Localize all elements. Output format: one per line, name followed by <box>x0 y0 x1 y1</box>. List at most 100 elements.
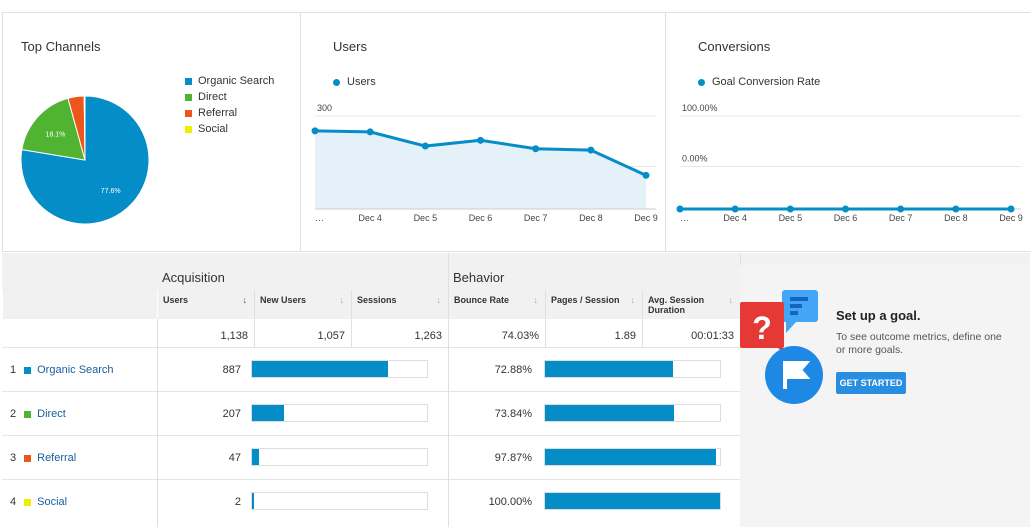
x-tick-label: Dec 7 <box>524 213 548 223</box>
pie-data-label: 18.1% <box>46 131 66 138</box>
data-point[interactable] <box>642 171 650 179</box>
row-label: 1 Organic Search <box>10 364 114 376</box>
users-value: 207 <box>222 408 241 420</box>
legend-label: Social <box>198 123 228 135</box>
sort-arrow-icon[interactable]: ↓ <box>630 295 636 305</box>
top-channels-title: Top Channels <box>21 39 101 54</box>
users-legend[interactable]: Users <box>333 76 376 88</box>
legend-dot <box>333 78 340 86</box>
goal-setup-panel: ? Set up a goal. To see outcome metrics,… <box>740 265 1030 527</box>
channel-swatch <box>24 366 32 374</box>
table-row: 2 Direct 207 73.84% <box>2 391 740 435</box>
conversions-legend[interactable]: Goal Conversion Rate <box>698 76 820 88</box>
col-label: New Users <box>260 295 307 305</box>
data-point[interactable] <box>421 142 429 150</box>
goal-title: Set up a goal. <box>836 308 921 323</box>
col-label: Pages / Session <box>551 295 620 305</box>
row-number: 2 <box>10 408 17 420</box>
legend-item-social[interactable]: Social <box>185 121 274 137</box>
sort-arrow-icon[interactable]: ↓ <box>728 295 734 305</box>
col-label: Avg. Session Duration <box>648 295 705 315</box>
data-point[interactable] <box>676 205 684 213</box>
bounce-bar-fill <box>545 449 717 465</box>
data-point[interactable] <box>532 145 540 153</box>
users-bar-fill <box>252 449 260 465</box>
channel-swatch <box>24 498 32 506</box>
data-point[interactable] <box>477 136 484 144</box>
total-bounce-rate: 74.03% <box>501 330 539 342</box>
sort-arrow-icon[interactable]: ↓ <box>533 295 539 305</box>
legend-item-organic[interactable]: Organic Search <box>185 73 274 89</box>
x-tick-label: Dec 8 <box>944 213 968 223</box>
bounce-value: 100.00% <box>488 496 532 508</box>
data-point[interactable] <box>366 128 374 136</box>
users-bar <box>251 404 428 422</box>
pie-slice-social[interactable] <box>83 95 86 161</box>
legend-swatch <box>185 109 192 117</box>
conversions-title: Conversions <box>698 39 771 54</box>
x-tick-label: Dec 6 <box>469 213 493 223</box>
pie-slice-direct[interactable] <box>21 97 86 161</box>
bounce-bar <box>544 448 721 466</box>
data-point[interactable] <box>786 205 794 213</box>
bounce-bar <box>544 404 721 422</box>
bounce-bar-fill <box>545 493 720 509</box>
data-point[interactable] <box>731 205 739 213</box>
legend-item-referral[interactable]: Referral <box>185 105 274 121</box>
bounce-value: 73.84% <box>494 408 532 420</box>
x-tick-label: Dec 4 <box>723 213 747 223</box>
col-new-users[interactable]: New Users ↓ <box>254 290 351 319</box>
goal-description: To see outcome metrics, define one or mo… <box>836 331 1002 356</box>
sort-arrow-icon[interactable]: ↓ <box>242 295 248 305</box>
legend-item-direct[interactable]: Direct <box>185 89 274 105</box>
legend-label: Referral <box>198 107 238 119</box>
get-started-button[interactable]: GET STARTED <box>836 372 906 394</box>
sort-arrow-icon[interactable]: ↓ <box>339 295 345 305</box>
divider <box>545 290 546 347</box>
legend-swatch <box>185 93 192 101</box>
data-point[interactable] <box>1007 205 1015 213</box>
col-users[interactable]: Users ↓ <box>157 290 254 319</box>
col-label: Bounce Rate <box>454 295 510 305</box>
col-pages-session[interactable]: Pages / Session ↓ <box>545 290 642 319</box>
channel-swatch <box>24 454 32 462</box>
question-bubble-icon <box>740 302 784 348</box>
data-point[interactable] <box>311 127 319 135</box>
col-label: Users <box>163 295 189 305</box>
data-point[interactable] <box>842 205 849 213</box>
section-behavior: Behavior <box>448 253 740 290</box>
table-row: 3 Referral 47 97.87% <box>2 435 740 479</box>
sort-arrow-icon[interactable]: ↓ <box>436 295 442 305</box>
col-bounce-rate[interactable]: Bounce Rate ↓ <box>448 290 545 319</box>
channel-link[interactable]: Social <box>37 496 68 508</box>
legend-label: Users <box>347 76 376 88</box>
divider <box>254 290 255 347</box>
y-tick-label: 300 <box>317 103 332 113</box>
col-dimension <box>2 290 157 319</box>
x-tick-label: Dec 9 <box>999 213 1023 223</box>
total-users: 1,138 <box>220 330 248 342</box>
table-row: 4 Social 2 100.00% <box>2 479 740 523</box>
bounce-bar <box>544 360 721 378</box>
channels-table: Acquisition Behavior Users ↓ New Users ↓ S… <box>2 253 740 527</box>
total-sessions: 1,263 <box>414 330 442 342</box>
channel-link[interactable]: Referral <box>37 452 77 464</box>
section-blank <box>2 253 157 290</box>
col-label: Sessions <box>357 295 397 305</box>
users-bar <box>251 448 428 466</box>
table-row: 1 Organic Search 887 72.88% <box>2 347 740 391</box>
legend-label: Goal Conversion Rate <box>712 76 821 88</box>
data-point[interactable] <box>952 205 960 213</box>
data-point[interactable] <box>587 146 595 154</box>
channel-link[interactable]: Direct <box>37 408 66 420</box>
question-mark-icon: ? <box>752 310 772 346</box>
col-avg-duration[interactable]: Avg. Session Duration ↓ <box>642 290 740 319</box>
col-sessions[interactable]: Sessions ↓ <box>351 290 448 319</box>
row-number: 4 <box>10 496 17 508</box>
users-bar <box>251 492 428 510</box>
data-point[interactable] <box>897 205 905 213</box>
channel-link[interactable]: Organic Search <box>37 364 114 376</box>
legend-dot <box>698 78 705 86</box>
divider <box>351 290 352 347</box>
row-label: 2 Direct <box>10 408 66 420</box>
